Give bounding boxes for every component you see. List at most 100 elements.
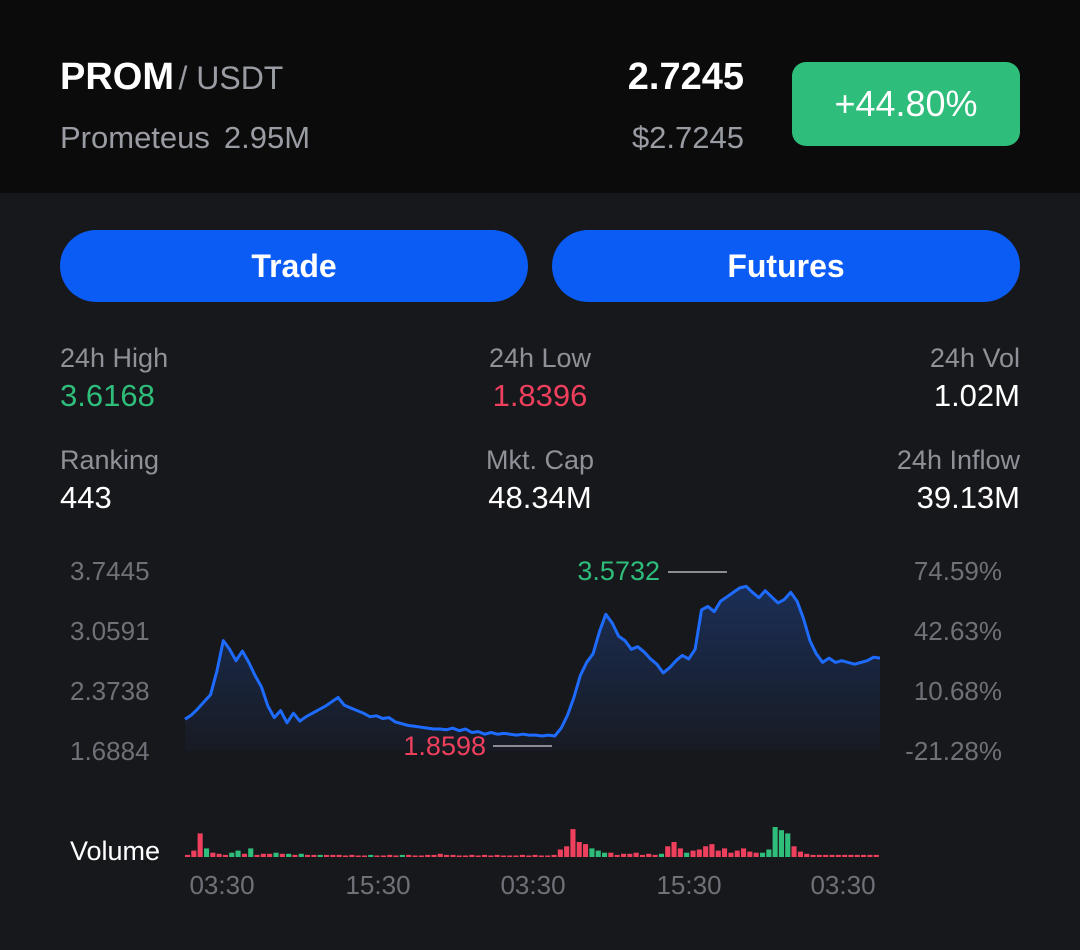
stat-label: 24h High (60, 343, 169, 373)
volume-bar (753, 852, 759, 857)
volume-bar (248, 848, 254, 857)
volume-bar (406, 854, 412, 857)
volume-bar (374, 855, 380, 857)
volume-bar (608, 852, 614, 857)
volume-bar (393, 855, 399, 857)
volume-bar (848, 854, 854, 857)
volume-bar (235, 850, 241, 857)
volume-bar (273, 852, 279, 857)
volume-bar (191, 850, 197, 857)
volume-bar (197, 833, 203, 857)
volume-bar (772, 827, 778, 857)
volume-bar (526, 855, 532, 857)
volume-bar (545, 855, 551, 857)
volume-bar (437, 853, 443, 857)
volume-bar (463, 855, 469, 857)
price-header: PROM / USDT Prometeus 2.95M 2.7245 $2.724… (0, 0, 1080, 193)
volume-bar (361, 855, 367, 857)
trade-button[interactable]: Trade (60, 230, 528, 302)
volume-bar (741, 848, 747, 857)
volume-bars (185, 827, 879, 857)
volume-bar (380, 855, 386, 857)
volume-bar (469, 854, 475, 857)
volume-bar (639, 854, 645, 857)
volume-bar (222, 854, 228, 857)
volume-label: Volume (70, 836, 161, 866)
stat-24h-vol: 24h Vol 1.02M (930, 343, 1020, 415)
volume-bar (835, 854, 841, 857)
trading-pair: PROM / USDT (60, 56, 283, 99)
volume-bar (241, 853, 247, 857)
quote-symbol: / USDT (178, 60, 284, 96)
stat-label: 24h Vol (929, 343, 1020, 373)
stat-label: Mkt. Cap (485, 445, 595, 475)
volume-bar (646, 853, 652, 857)
volume-bar (747, 851, 753, 857)
volume-bar (873, 854, 879, 857)
volume-bar (387, 854, 393, 857)
volume-bar (734, 850, 740, 857)
stat-label: 24h Inflow (896, 445, 1020, 475)
y-tick-left: 1.6884 (70, 736, 150, 766)
volume-bar (690, 850, 696, 857)
volume-bar (595, 850, 601, 857)
stat-market-cap: Mkt. Cap 48.34M (486, 445, 594, 517)
volume-bar (254, 854, 260, 857)
volume-bar (627, 853, 633, 857)
y-tick-right: 74.59% (913, 556, 1002, 586)
x-tick: 03:30 (500, 870, 566, 900)
volume-bar (494, 854, 500, 857)
volume-bar (823, 854, 829, 857)
volume-bar (684, 852, 690, 857)
volume-bar (216, 853, 222, 857)
volume-bar (677, 848, 683, 857)
price-area (185, 586, 880, 751)
volume-bar (204, 848, 210, 857)
volume-bar (842, 854, 848, 857)
volume-bar (576, 842, 582, 857)
volume-bar (336, 854, 342, 857)
y-tick-right: -21.28% (905, 736, 1002, 766)
volume-bar (519, 854, 525, 857)
volume-bar (621, 853, 627, 857)
x-tick: 15:30 (656, 870, 722, 900)
volume-bar (658, 853, 664, 857)
volume-bar (330, 854, 336, 857)
volume-bar (286, 853, 292, 857)
volume-bar (513, 855, 519, 857)
volume-bar (583, 844, 589, 857)
coin-name: Prometeus (60, 120, 210, 155)
x-tick: 03:30 (810, 870, 876, 900)
volume-bar (324, 854, 330, 857)
volume-bar (292, 854, 298, 857)
volume-bar (482, 854, 488, 857)
volume-bar (343, 855, 349, 857)
volume-bar (766, 849, 772, 857)
min-price-marker: 1.8598 (403, 731, 486, 761)
coin-info: Prometeus 2.95M (60, 120, 324, 156)
volume-bar (305, 854, 311, 857)
volume-bar (633, 852, 639, 857)
volume-bar (760, 852, 766, 857)
y-tick-left: 3.7445 (70, 556, 150, 586)
volume-bar (703, 846, 709, 857)
volume-bar (665, 846, 671, 857)
y-tick-left: 2.3738 (70, 676, 150, 706)
futures-button[interactable]: Futures (552, 230, 1020, 302)
volume-bar (671, 842, 677, 857)
price-line (184, 584, 881, 738)
change-badge[interactable]: +44.80% (792, 62, 1020, 146)
stat-value: 39.13M (916, 480, 1020, 515)
stat-value: 48.34M (488, 480, 592, 515)
stat-value: 443 (60, 480, 112, 515)
coin-market-cap: 2.95M (223, 120, 311, 155)
volume-bar (614, 854, 620, 857)
volume-bar (456, 855, 462, 857)
volume-bar (355, 855, 361, 857)
stat-label: Ranking (60, 445, 160, 475)
volume-bar (797, 851, 803, 857)
stat-24h-low: 24h Low 1.8396 (489, 343, 591, 415)
x-tick: 15:30 (345, 870, 411, 900)
volume-bar (210, 852, 216, 857)
